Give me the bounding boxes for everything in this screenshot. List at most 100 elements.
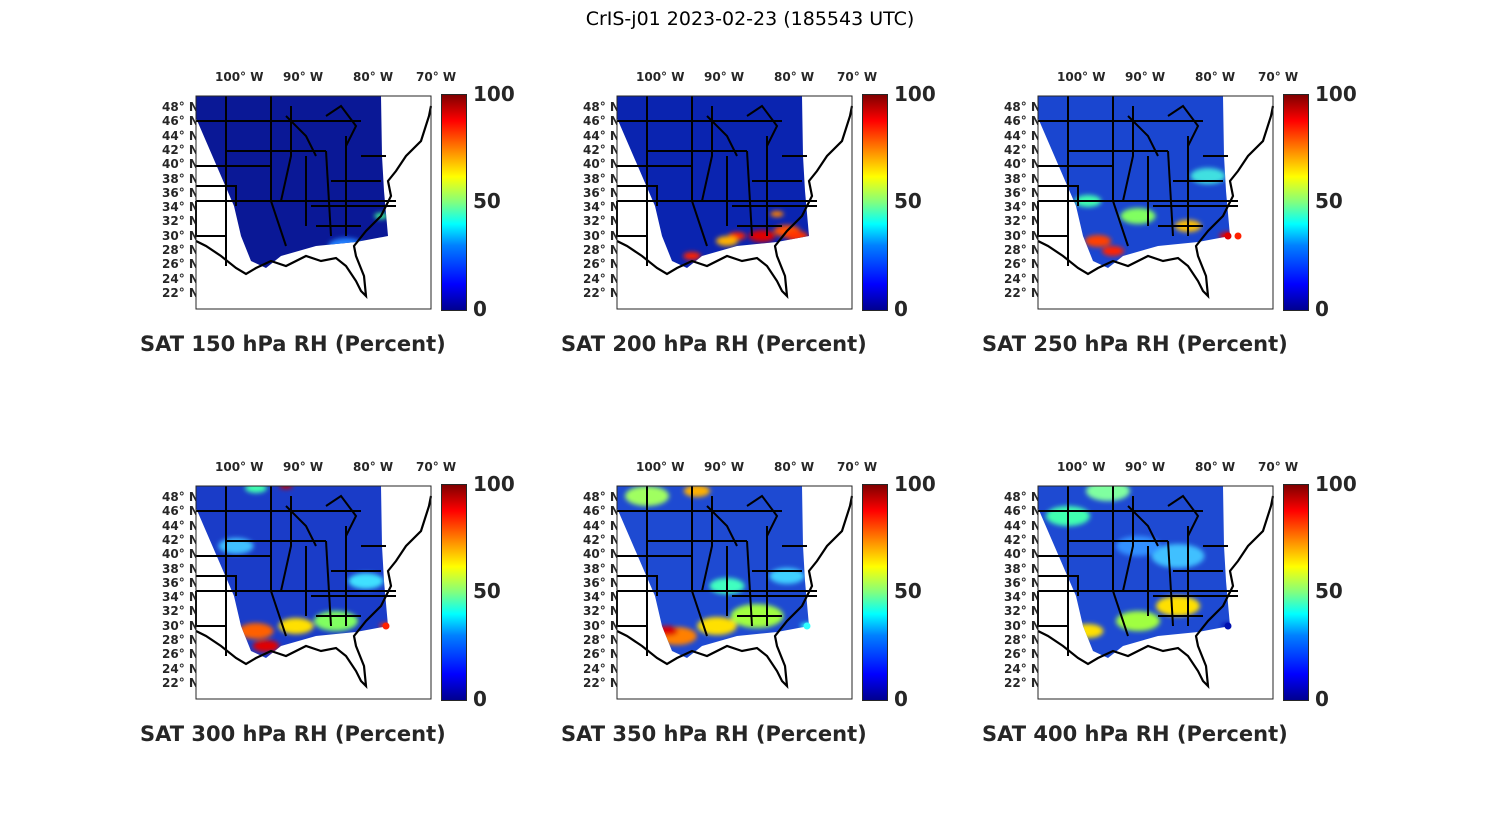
lat-tick-label: 24° N xyxy=(1004,271,1041,286)
lat-tick-label: 42° N xyxy=(583,142,620,157)
lat-tick-label: 40° N xyxy=(583,547,620,562)
map-panel: 100° W 90° W 80° W 70° W 48° N 46° N 44° N 42° … xyxy=(140,70,570,370)
rh-patch xyxy=(252,640,280,652)
lat-tick-label: 44° N xyxy=(162,128,199,143)
panel-title: SAT 200 hPa RH (Percent) xyxy=(561,332,867,356)
map-panel: 100° W 90° W 80° W 70° W 48° N 46° N 44° N 42° … xyxy=(561,460,991,760)
lat-tick-label: 34° N xyxy=(1004,590,1041,605)
lat-tick-label: 42° N xyxy=(583,532,620,547)
map-panel: 100° W 90° W 80° W 70° W 48° N 46° N 44° N 42° … xyxy=(140,460,570,760)
lat-tick-label: 40° N xyxy=(1004,547,1041,562)
rh-sample-dot xyxy=(382,622,390,630)
lat-tick-label: 44° N xyxy=(1004,128,1041,143)
map-frame xyxy=(1037,485,1274,700)
panel-title: SAT 300 hPa RH (Percent) xyxy=(140,722,446,746)
lat-tick-label: 30° N xyxy=(1004,228,1041,243)
rh-patch xyxy=(1086,486,1130,501)
rh-patch xyxy=(1084,235,1112,247)
rh-patch xyxy=(1120,208,1156,224)
lat-tick-label: 32° N xyxy=(583,214,620,229)
lon-tick-label: 70° W xyxy=(1258,460,1299,474)
map-frame xyxy=(195,95,432,310)
lat-tick-label: 34° N xyxy=(162,590,199,605)
rh-map xyxy=(616,95,853,310)
map-panel: 100° W 90° W 80° W 70° W 48° N 46° N 44° N 42° … xyxy=(982,70,1412,370)
lon-tick-label: 100° W xyxy=(636,460,685,474)
rh-patch xyxy=(716,236,738,246)
lat-tick-label: 46° N xyxy=(583,504,620,519)
lat-tick-label: 28° N xyxy=(583,243,620,257)
lat-tick-label: 32° N xyxy=(162,214,199,229)
lat-tick-label: 26° N xyxy=(1004,647,1041,662)
colorbar xyxy=(441,484,467,701)
lat-tick-label: 36° N xyxy=(583,185,620,200)
lat-tick-label: 22° N xyxy=(162,675,199,690)
lat-tick-label: 24° N xyxy=(162,271,199,286)
rh-sample-dot xyxy=(1224,232,1232,240)
lat-tick-label: 32° N xyxy=(583,604,620,619)
panel-title: SAT 150 hPa RH (Percent) xyxy=(140,332,446,356)
colorbar xyxy=(1283,94,1309,311)
lat-tick-label: 28° N xyxy=(1004,633,1041,647)
rh-patch xyxy=(348,573,384,589)
colorbar-tick-label: 50 xyxy=(894,579,922,603)
lat-tick-label: 22° N xyxy=(1004,675,1041,690)
lon-tick-label: 70° W xyxy=(837,70,878,84)
colorbar xyxy=(862,94,888,311)
lat-tick-label: 46° N xyxy=(162,114,199,129)
colorbar xyxy=(1283,484,1309,701)
coastline xyxy=(195,495,432,689)
colorbar-tick-label: 100 xyxy=(1315,82,1357,106)
lat-tick-label: 46° N xyxy=(1004,114,1041,129)
lat-tick-label: 34° N xyxy=(162,200,199,215)
lon-tick-label: 70° W xyxy=(837,460,878,474)
lat-tick-label: 24° N xyxy=(583,271,620,286)
lat-tick-label: 38° N xyxy=(583,561,620,576)
colorbar-tick-label: 0 xyxy=(894,687,908,711)
lat-tick-label: 32° N xyxy=(162,604,199,619)
lon-tick-label: 80° W xyxy=(774,70,815,84)
panel-title: SAT 250 hPa RH (Percent) xyxy=(982,332,1288,356)
lat-tick-label: 24° N xyxy=(583,661,620,676)
lat-tick-label: 48° N xyxy=(583,100,620,114)
colorbar-tick-label: 100 xyxy=(1315,472,1357,496)
coastline xyxy=(616,105,853,299)
lon-tick-label: 100° W xyxy=(636,70,685,84)
lon-tick-label: 90° W xyxy=(283,70,324,84)
colorbar-tick-label: 50 xyxy=(473,579,501,603)
colorbar-tick-label: 100 xyxy=(894,82,936,106)
rh-patch xyxy=(1156,596,1200,616)
coastline xyxy=(1037,495,1274,689)
lon-tick-label: 80° W xyxy=(1195,70,1236,84)
rh-patch xyxy=(279,486,293,489)
rh-map xyxy=(1037,95,1274,310)
lat-tick-label: 26° N xyxy=(1004,257,1041,272)
lon-tick-label: 80° W xyxy=(353,70,394,84)
lon-tick-label: 90° W xyxy=(1125,70,1166,84)
map-panel: 100° W 90° W 80° W 70° W 48° N 46° N 44° N 42° … xyxy=(982,460,1412,760)
rh-patch xyxy=(683,486,711,497)
rh-map xyxy=(195,485,432,700)
lat-tick-label: 42° N xyxy=(162,142,199,157)
lon-tick-label: 100° W xyxy=(1057,460,1106,474)
rh-patch xyxy=(748,230,776,242)
lat-tick-label: 30° N xyxy=(162,228,199,243)
rh-sample-dot xyxy=(1234,232,1242,240)
lat-tick-label: 30° N xyxy=(583,228,620,243)
lat-tick-label: 46° N xyxy=(1004,504,1041,519)
state-boundaries xyxy=(1037,96,1238,266)
colorbar-tick-label: 100 xyxy=(894,472,936,496)
lat-tick-label: 42° N xyxy=(162,532,199,547)
lat-tick-label: 32° N xyxy=(1004,604,1041,619)
lat-tick-label: 26° N xyxy=(162,257,199,272)
lat-tick-label: 44° N xyxy=(583,128,620,143)
lat-tick-label: 26° N xyxy=(583,647,620,662)
lat-tick-label: 36° N xyxy=(1004,185,1041,200)
lon-tick-label: 100° W xyxy=(215,460,264,474)
lat-tick-label: 48° N xyxy=(1004,100,1041,114)
lon-tick-label: 80° W xyxy=(774,460,815,474)
colorbar-tick-label: 100 xyxy=(473,82,515,106)
lon-tick-label: 90° W xyxy=(283,460,324,474)
lat-tick-label: 22° N xyxy=(1004,285,1041,300)
panel-title: SAT 350 hPa RH (Percent) xyxy=(561,722,867,746)
